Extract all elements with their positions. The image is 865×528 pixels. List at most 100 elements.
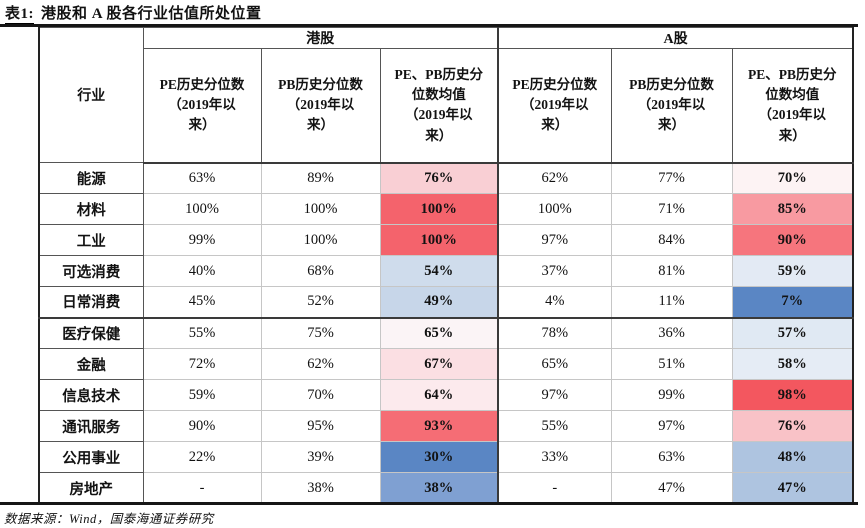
industry-cell: 房地产 bbox=[38, 472, 144, 504]
a-pb-cell: 71% bbox=[610, 193, 733, 225]
hk-pb-cell: 100% bbox=[260, 193, 381, 225]
a-pb-cell: 11% bbox=[610, 286, 733, 319]
hk-pe-cell: 45% bbox=[142, 286, 262, 319]
a-mean-cell: 76% bbox=[731, 410, 854, 442]
table-row-consumer-discretionary: 可选消费 40% 68% 54% 37% 81% 59% bbox=[38, 255, 854, 287]
table-row-energy: 能源 63% 89% 76% 62% 77% 70% bbox=[38, 162, 854, 194]
industry-cell: 金融 bbox=[38, 348, 144, 380]
hk-pe-cell: - bbox=[142, 472, 262, 504]
top-divider bbox=[0, 24, 858, 27]
a-pe-cell: 78% bbox=[497, 317, 612, 349]
hk-mean-cell: 49% bbox=[379, 286, 499, 319]
table-row-healthcare: 医疗保健 55% 75% 65% 78% 36% 57% bbox=[38, 317, 854, 349]
table-row-real-estate: 房地产 - 38% 38% - 47% 47% bbox=[38, 472, 854, 504]
group-header-hk: 港股 bbox=[142, 27, 499, 49]
col-header-hk-pe: PE历史分位数 （2019年以 来） bbox=[142, 48, 262, 164]
hk-pe-cell: 63% bbox=[142, 162, 262, 194]
a-mean-cell: 59% bbox=[731, 255, 854, 287]
table-row-financials: 金融 72% 62% 67% 65% 51% 58% bbox=[38, 348, 854, 380]
a-mean-cell: 98% bbox=[731, 379, 854, 411]
a-pb-cell: 36% bbox=[610, 317, 733, 349]
group-header-row: 行业 港股 A股 bbox=[38, 27, 854, 163]
table-row-consumer-staples: 日常消费 45% 52% 49% 4% 11% 7% bbox=[38, 286, 854, 319]
a-pe-cell: 97% bbox=[497, 379, 612, 411]
hk-mean-cell: 54% bbox=[379, 255, 499, 287]
industry-cell: 材料 bbox=[38, 193, 144, 225]
hk-pb-cell: 62% bbox=[260, 348, 381, 380]
hk-pe-cell: 99% bbox=[142, 224, 262, 256]
data-source-note: 数据来源：Wind，国泰海通证券研究 bbox=[4, 512, 214, 526]
a-pe-cell: 100% bbox=[497, 193, 612, 225]
col-header-a-mean: PE、PB历史分 位数均值 （2019年以 来） bbox=[731, 48, 854, 164]
table-number-label: 表1: bbox=[5, 6, 34, 25]
a-pe-cell: 55% bbox=[497, 410, 612, 442]
col-header-hk-mean: PE、PB历史分 位数均值 （2019年以 来） bbox=[379, 48, 499, 164]
group-header-a: A股 bbox=[497, 27, 854, 49]
hk-pe-cell: 59% bbox=[142, 379, 262, 411]
industry-cell: 能源 bbox=[38, 162, 144, 194]
hk-pe-cell: 90% bbox=[142, 410, 262, 442]
table-row-materials: 材料 100% 100% 100% 100% 71% 85% bbox=[38, 193, 854, 225]
a-pe-cell: 65% bbox=[497, 348, 612, 380]
industry-cell: 日常消费 bbox=[38, 286, 144, 319]
table-title-text: 港股和 A 股各行业估值所处位置 bbox=[41, 6, 262, 22]
industry-cell: 公用事业 bbox=[38, 441, 144, 473]
hk-pe-cell: 40% bbox=[142, 255, 262, 287]
hk-pe-cell: 22% bbox=[142, 441, 262, 473]
a-mean-cell: 7% bbox=[731, 286, 854, 319]
industry-cell: 医疗保健 bbox=[38, 317, 144, 349]
industry-cell: 可选消费 bbox=[38, 255, 144, 287]
hk-mean-cell: 64% bbox=[379, 379, 499, 411]
hk-pb-cell: 70% bbox=[260, 379, 381, 411]
col-header-hk-pb: PB历史分位数 （2019年以 来） bbox=[260, 48, 381, 164]
a-pb-cell: 97% bbox=[610, 410, 733, 442]
hk-pb-cell: 75% bbox=[260, 317, 381, 349]
hk-pe-cell: 55% bbox=[142, 317, 262, 349]
hk-mean-cell: 93% bbox=[379, 410, 499, 442]
a-pe-cell: 4% bbox=[497, 286, 612, 319]
table-row-utilities: 公用事业 22% 39% 30% 33% 63% 48% bbox=[38, 441, 854, 473]
hk-mean-cell: 30% bbox=[379, 441, 499, 473]
hk-mean-cell: 38% bbox=[379, 472, 499, 504]
hk-pb-cell: 95% bbox=[260, 410, 381, 442]
a-pb-cell: 99% bbox=[610, 379, 733, 411]
a-mean-cell: 90% bbox=[731, 224, 854, 256]
col-header-a-pb: PB历史分位数 （2019年以 来） bbox=[610, 48, 733, 164]
hk-pb-cell: 39% bbox=[260, 441, 381, 473]
a-pb-cell: 47% bbox=[610, 472, 733, 504]
a-pb-cell: 77% bbox=[610, 162, 733, 194]
valuation-percentile-table: 行业 港股 A股 PE历史分位数 （2019年以 来） PB历史分位数 （201… bbox=[38, 27, 855, 504]
a-pb-cell: 81% bbox=[610, 255, 733, 287]
hk-mean-cell: 65% bbox=[379, 317, 499, 349]
hk-pe-cell: 100% bbox=[142, 193, 262, 225]
table-row-communication-services: 通讯服务 90% 95% 93% 55% 97% 76% bbox=[38, 410, 854, 442]
hk-pb-cell: 52% bbox=[260, 286, 381, 319]
a-pe-cell: - bbox=[497, 472, 612, 504]
a-pe-cell: 62% bbox=[497, 162, 612, 194]
page-title: 表1: 港股和 A 股各行业估值所处位置 bbox=[5, 2, 262, 25]
a-pb-cell: 63% bbox=[610, 441, 733, 473]
industry-cell: 信息技术 bbox=[38, 379, 144, 411]
a-mean-cell: 57% bbox=[731, 317, 854, 349]
a-mean-cell: 48% bbox=[731, 441, 854, 473]
a-pe-cell: 33% bbox=[497, 441, 612, 473]
hk-pb-cell: 100% bbox=[260, 224, 381, 256]
a-pb-cell: 84% bbox=[610, 224, 733, 256]
table-row-information-technology: 信息技术 59% 70% 64% 97% 99% 98% bbox=[38, 379, 854, 411]
a-mean-cell: 85% bbox=[731, 193, 854, 225]
hk-pb-cell: 38% bbox=[260, 472, 381, 504]
column-header-row: PE历史分位数 （2019年以 来） PB历史分位数 （2019年以 来） PE… bbox=[39, 48, 854, 164]
table-row-industrials: 工业 99% 100% 100% 97% 84% 90% bbox=[38, 224, 854, 256]
a-mean-cell: 70% bbox=[731, 162, 854, 194]
hk-mean-cell: 76% bbox=[379, 162, 499, 194]
a-pb-cell: 51% bbox=[610, 348, 733, 380]
a-mean-cell: 47% bbox=[731, 472, 854, 504]
industry-cell: 工业 bbox=[38, 224, 144, 256]
a-pe-cell: 37% bbox=[497, 255, 612, 287]
hk-mean-cell: 100% bbox=[379, 193, 499, 225]
hk-pb-cell: 89% bbox=[260, 162, 381, 194]
hk-pb-cell: 68% bbox=[260, 255, 381, 287]
col-header-industry: 行业 bbox=[38, 27, 144, 163]
industry-cell: 通讯服务 bbox=[38, 410, 144, 442]
